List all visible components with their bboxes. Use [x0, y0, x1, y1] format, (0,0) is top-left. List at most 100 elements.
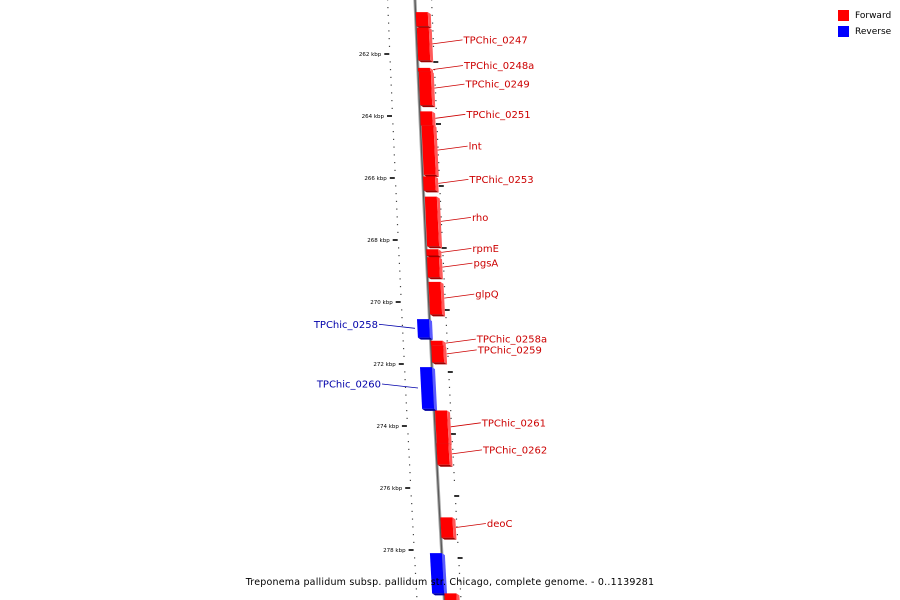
gene-label-TPChic_0261[interactable]: TPChic_0261 [481, 418, 546, 429]
minor-tick-right [436, 131, 438, 133]
gene-deoC[interactable] [440, 517, 457, 540]
minor-tick-left [393, 154, 395, 156]
gene-label-TPChic_0258a[interactable]: TPChic_0258a [476, 335, 547, 346]
minor-tick-right [442, 255, 444, 257]
gene-TPChic_0253[interactable] [423, 176, 439, 193]
minor-tick-right [446, 332, 448, 334]
gene-TPChic_0249[interactable] [418, 71, 436, 108]
tick-label-270: 270 kbp [370, 300, 393, 306]
minor-tick-right [453, 472, 455, 474]
gene-label-leader [445, 338, 476, 344]
minor-tick-right [456, 534, 458, 536]
minor-tick-right [439, 200, 442, 202]
minor-tick-right [453, 479, 455, 481]
minor-tick-left [410, 495, 412, 497]
tick-label-276: 276 kbp [380, 486, 403, 492]
gene-label-TPChic_0248a[interactable]: TPChic_0248a [463, 61, 534, 72]
gene-label-TPChic_0249[interactable]: TPChic_0249 [465, 80, 530, 91]
gene-label-TPChic_0258[interactable]: TPChic_0258 [313, 320, 378, 331]
minor-tick-left [403, 355, 405, 357]
gene-label-glpQ[interactable]: glpQ [475, 290, 498, 301]
minor-tick-left [391, 107, 393, 109]
gene-TPChic_0260[interactable] [420, 367, 438, 411]
minor-tick-left [394, 162, 396, 164]
gene-label-deoC[interactable]: deoC [487, 519, 513, 530]
reverse-swatch-icon [838, 26, 849, 37]
gene-label-leader [438, 179, 469, 184]
gene-TPChic_0258[interactable] [417, 319, 433, 340]
forward-swatch-icon [838, 10, 849, 21]
minor-tick-left [415, 580, 417, 582]
minor-tick-left [405, 402, 407, 404]
minor-tick-left [399, 278, 401, 280]
gene-lnt[interactable] [421, 125, 439, 177]
genome-backbone [414, 0, 446, 600]
gene-label-TPChic_0251[interactable]: TPChic_0251 [465, 110, 530, 121]
minor-tick-right [438, 162, 440, 164]
gene-label-rpmE[interactable]: rpmE [472, 244, 499, 255]
minor-tick-left [414, 557, 416, 559]
gene-rpmE[interactable] [426, 249, 442, 258]
minor-tick-left [394, 169, 396, 171]
minor-tick-right [445, 324, 447, 326]
gene-TPChic_0261[interactable] [435, 410, 452, 446]
gene-label-leader [434, 83, 465, 89]
minor-tick-left [396, 224, 399, 226]
minor-tick-right [431, 7, 433, 9]
gene-pgsA[interactable] [427, 257, 443, 280]
minor-tick-right [434, 76, 436, 78]
minor-tick-left [392, 131, 394, 133]
minor-tick-right [452, 456, 454, 458]
gene-label-TPChic_0260[interactable]: TPChic_0260 [316, 380, 381, 391]
minor-tick-right [437, 138, 439, 140]
tick-label-262: 262 kbp [359, 52, 382, 58]
minor-tick-left [408, 456, 410, 458]
minor-tick-right [441, 231, 443, 233]
gene-unnamed-0[interactable] [415, 12, 432, 29]
minor-tick-right [443, 286, 446, 288]
minor-tick-left [393, 138, 395, 140]
gene-TPChic_0247[interactable] [416, 27, 434, 63]
gene-label-lnt[interactable]: lnt [469, 142, 482, 153]
minor-tick-left [391, 100, 393, 102]
gene-glpQ[interactable] [428, 281, 446, 317]
minor-tick-right [455, 503, 457, 505]
gene-TPChic_0262[interactable] [436, 443, 453, 467]
gene-label-rho[interactable]: rho [472, 213, 488, 224]
gene-unnamed-18[interactable] [429, 553, 448, 596]
gene-label-leader [432, 39, 463, 45]
minor-tick-right [456, 526, 458, 528]
gene-label-TPChic_0253[interactable]: TPChic_0253 [468, 175, 533, 186]
minor-tick-left [390, 84, 392, 86]
minor-tick-right [431, 14, 433, 16]
minor-tick-left [387, 14, 389, 16]
minor-tick-left [413, 541, 415, 543]
minor-tick-left [411, 503, 413, 505]
gene-label-TPChic_0247[interactable]: TPChic_0247 [463, 35, 528, 46]
minor-tick-left [399, 270, 401, 272]
minor-tick-left [401, 324, 403, 326]
gene-TPChic_0251[interactable] [420, 111, 436, 128]
minor-tick-right [440, 208, 442, 210]
minor-tick-right [449, 394, 451, 396]
minor-tick-right [437, 154, 439, 156]
tick-label-272: 272 kbp [373, 362, 396, 368]
minor-tick-right [443, 278, 445, 280]
minor-tick-left [391, 92, 393, 94]
gene-label-TPChic_0259[interactable]: TPChic_0259 [477, 345, 542, 356]
minor-tick-right [448, 386, 451, 388]
minor-tick-right [435, 107, 437, 109]
minor-tick-left [395, 193, 397, 195]
gene-label-TPChic_0262[interactable]: TPChic_0262 [482, 445, 547, 456]
minor-tick-right [432, 38, 434, 40]
gene-label-pgsA[interactable]: pgsA [474, 259, 499, 270]
gene-rho[interactable] [424, 196, 443, 249]
gene-TPChic_0259[interactable] [431, 345, 448, 365]
gene-label-leader [381, 383, 419, 389]
minor-tick-left [405, 394, 407, 396]
minor-tick-left [388, 38, 390, 40]
gene-label-leader [446, 349, 477, 355]
legend-reverse-label: Reverse [855, 26, 892, 37]
gene-unnamed-19[interactable] [444, 593, 460, 600]
minor-tick-right [440, 216, 442, 218]
